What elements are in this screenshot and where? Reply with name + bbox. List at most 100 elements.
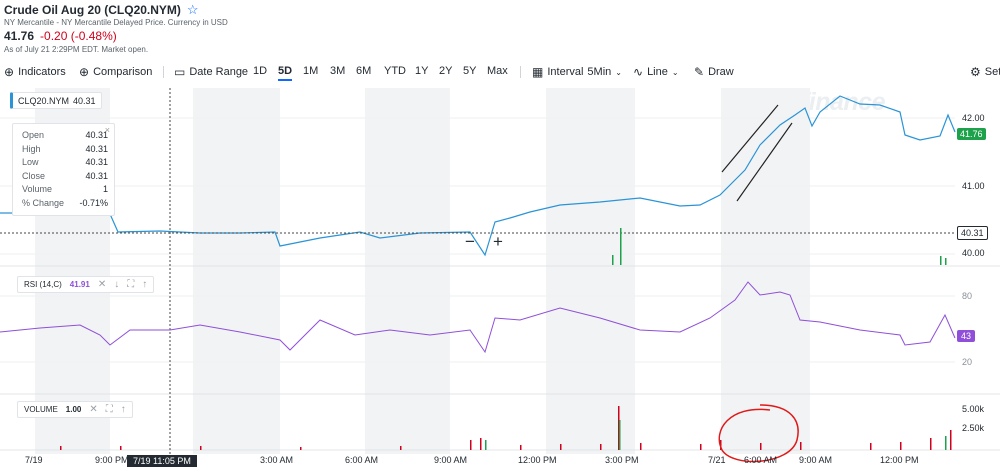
open-label: Open [22,130,45,140]
date-range-button[interactable]: ▭ Date Range [174,65,248,79]
x-label: 7/21 [708,455,726,465]
rsi-value: 41.91 [69,280,90,289]
x-label: 6:00 AM [744,455,778,465]
close-icon[interactable]: ✕ [89,404,98,415]
symbol-tag[interactable]: CLQ20.NYM 40.31 [10,92,102,109]
price-panel-volume-bar [945,258,947,265]
interval-dropdown[interactable]: ▦ Interval 5Min ⌄ [532,65,622,79]
rsi-current-badge: 43 [957,330,976,342]
price-panel-volume-bar [612,255,614,265]
settings-button[interactable]: ⚙ Set [970,65,1000,79]
rsi-study-tag[interactable]: RSI (14,C) 41.91 ✕ ↓ ⛶ ↑ [17,276,155,293]
settings-label: Set [984,66,1000,78]
interval-value: 5Min [587,66,612,78]
zoom-out-button[interactable]: − [465,232,475,251]
expand-icon[interactable]: ⛶ [127,279,135,290]
zoom-controls: − + [462,233,506,251]
chevron-down-icon: ⌄ [671,67,679,77]
volume-bar [485,440,487,450]
indicators-label: Indicators [18,66,66,78]
range-2y[interactable]: 2Y [439,65,453,77]
session-band [193,88,280,454]
draw-button[interactable]: ✎ Draw [694,65,734,79]
close-icon[interactable]: × [104,125,110,135]
volume-bar [200,446,202,450]
volume-bar [800,442,802,450]
volume-bar [760,443,762,450]
zoom-in-button[interactable]: + [493,232,503,251]
volume-tick-2.5k: 2.50k [962,423,985,433]
candle-icon: ▦ [532,65,544,79]
volume-bar [870,443,872,450]
volume-study-value: 1.00 [65,405,82,414]
open-value: 40.31 [85,130,108,140]
exchange-info: NY Mercantile - NY Mercantile Delayed Pr… [4,18,228,27]
range-max[interactable]: Max [487,65,508,77]
plus-circle-icon: ⊕ [4,65,15,79]
volume-bar [600,444,602,450]
price-panel-volume-bar [940,256,942,265]
symbol-value: 40.31 [73,95,96,106]
hand-drawn-circle [718,404,799,463]
star-icon[interactable]: ☆ [186,2,199,17]
range-5y[interactable]: 5Y [463,65,477,77]
range-1y[interactable]: 1Y [415,65,429,77]
x-label: 12:00 PM [880,455,919,465]
pencil-icon: ✎ [694,65,705,79]
quote-asof: As of July 21 2:29PM EDT. Market open. [4,45,149,54]
session-band [546,88,635,454]
comparison-label: Comparison [93,66,153,78]
x-label: 9:00 AM [799,455,833,465]
volume-bar [950,430,952,450]
x-label: 12:00 PM [518,455,557,465]
chevron-down-icon: ⌄ [615,67,622,77]
volume-bar [300,447,302,450]
quote-header: Crude Oil Aug 20 (CLQ20.NYM) ☆ NY Mercan… [4,2,604,54]
rsi-line [0,281,956,354]
range-3m[interactable]: 3M [330,65,346,77]
session-band [365,88,450,454]
comparison-button[interactable]: ⊕ Comparison [79,65,152,79]
session-band [721,88,810,454]
arrow-down-icon[interactable]: ↓ [114,279,120,290]
change-label: % Change [22,197,65,208]
x-label: 6:00 AM [345,455,379,465]
x-label: 7/19 [25,455,43,465]
low-value: 40.31 [85,157,108,168]
high-label: High [22,143,41,154]
crosshair-time-label: 7/19 11:05 PM [127,455,197,467]
expand-icon[interactable]: ⛶ [105,404,113,415]
chart-type-dropdown[interactable]: ∿ Line ⌄ [633,65,679,79]
gear-icon: ⚙ [970,65,981,79]
x-label: 3:00 AM [260,455,294,465]
range-1m[interactable]: 1M [303,65,319,77]
close-value: 40.31 [85,170,108,181]
toolbar-divider [520,66,521,78]
line-chart-icon: ∿ [633,65,644,79]
arrow-up-icon[interactable]: ↑ [142,279,148,290]
volume-study-tag[interactable]: VOLUME 1.00 ✕ ⛶ ↑ [17,401,133,418]
chart-toolbar: ⊕ Indicators ⊕ Comparison ▭ Date Range 1… [0,60,1000,84]
ohlc-tooltip: × Open 40.31 High 40.31 Low 40.31 Close 40.3… [12,123,115,216]
volume-bar [560,444,562,450]
indicators-button[interactable]: ⊕ Indicators [4,65,66,79]
range-ytd[interactable]: YTD [384,65,406,77]
quote-title: Crude Oil Aug 20 (CLQ20.NYM) [4,3,181,17]
volume-bar [520,445,522,450]
high-value: 40.31 [85,143,108,154]
close-icon[interactable]: ✕ [97,279,107,290]
range-6m[interactable]: 6M [356,65,372,77]
date-range-label: Date Range [189,66,249,78]
current-price-badge: 41.76 [957,128,986,140]
range-1d[interactable]: 1D [253,65,268,77]
range-5d[interactable]: 5D [278,65,293,81]
draw-label: Draw [708,66,734,78]
rsi-tick-20: 20 [962,357,973,367]
volume-bar [640,443,642,450]
volume-bar [120,446,122,450]
arrow-up-icon[interactable]: ↑ [120,404,126,415]
volume-tick-5k: 5.00k [962,404,985,414]
x-label: 9:00 AM [434,455,468,465]
change-value: -0.71% [79,197,108,208]
low-label: Low [22,157,39,168]
